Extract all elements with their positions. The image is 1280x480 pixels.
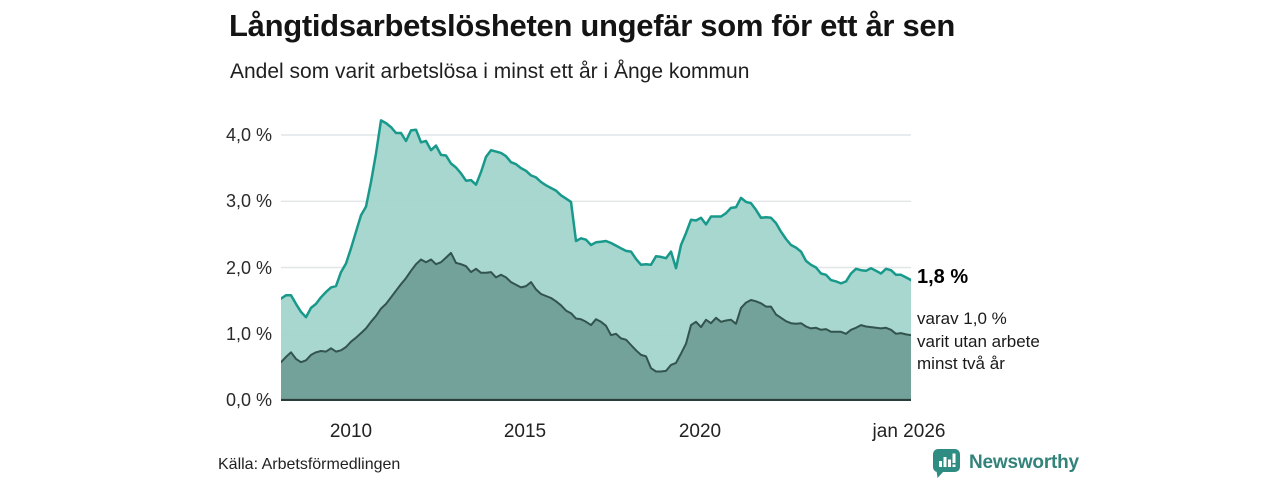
source-attribution: Källa: Arbetsförmedlingen	[218, 456, 401, 473]
series-line-1	[281, 251, 911, 373]
x-axis-tick-label: 2020	[678, 421, 722, 442]
x-axis-tick-label: 2015	[503, 421, 547, 442]
newsworthy-speech-bubble-bar-chart-icon	[933, 449, 960, 478]
secondary-value-line: varit utan arbete	[917, 331, 1040, 351]
series-line-0	[281, 119, 911, 319]
plot-area-svg	[281, 119, 911, 401]
secondary-value-line: minst två år	[917, 354, 1005, 373]
chart-title: Långtidsarbetslösheten ungefär som för e…	[229, 8, 956, 43]
y-axis-tick-label: 4,0 %	[225, 125, 272, 145]
x-axis-tick-label: 2010	[329, 421, 373, 442]
latest-value-label: 1,8 %	[917, 266, 969, 288]
y-axis-tick-label: 3,0 %	[225, 191, 272, 211]
newsworthy-logo-text: Newsworthy	[969, 452, 1079, 473]
chart-subtitle: Andel som varit arbetslösa i minst ett å…	[230, 60, 750, 83]
y-axis-tick-label: 2,0 %	[225, 258, 272, 278]
x-axis-tick-label: jan 2026	[872, 421, 946, 442]
secondary-value-line: varav 1,0 %	[917, 309, 1007, 328]
newsworthy-logo: Newsworthy	[933, 449, 1079, 479]
y-axis-tick-label: 0,0 %	[225, 390, 272, 410]
secondary-value-label: varav 1,0 % varit utan arbete minst två …	[917, 308, 1040, 376]
y-axis-tick-label: 1,0 %	[225, 324, 272, 344]
series-area-1	[281, 252, 911, 400]
